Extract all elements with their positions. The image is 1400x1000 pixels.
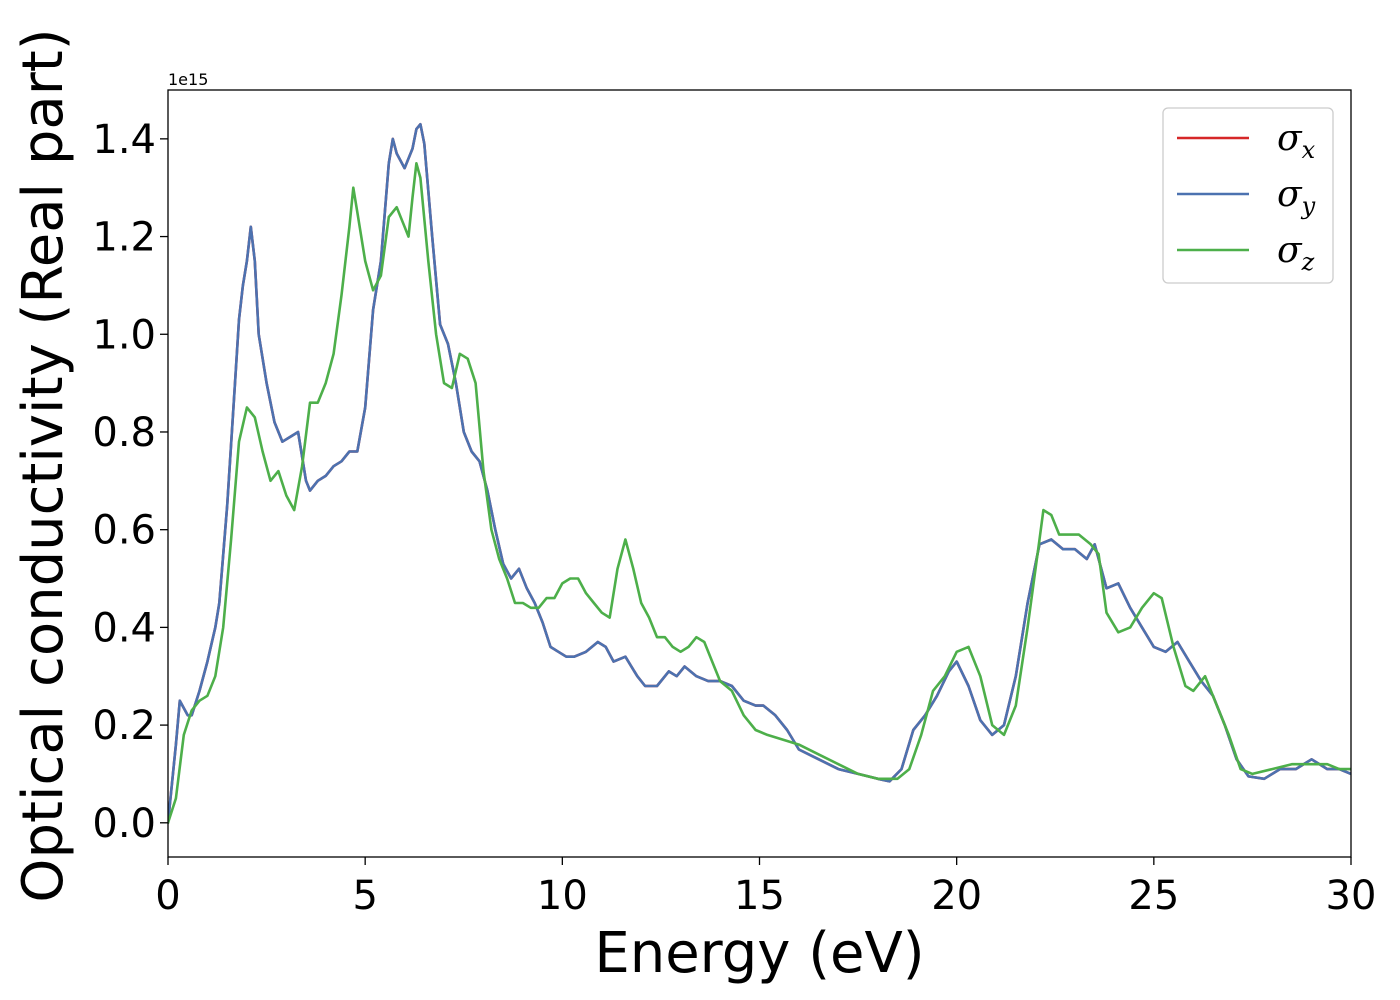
y-tick-label: 1.4 xyxy=(92,117,156,163)
x-tick-label: 20 xyxy=(931,873,982,919)
legend: σx σy σz xyxy=(1162,107,1334,284)
legend-label-z: σz xyxy=(1277,230,1315,276)
x-tick-label: 5 xyxy=(352,873,377,919)
x-tick-label: 25 xyxy=(1128,873,1179,919)
y-axis-title: Optical conductivity (Real part) xyxy=(11,28,76,902)
y-axis: 0.0 0.2 0.4 0.6 0.8 1.0 1.2 1.4 xyxy=(92,117,168,847)
y-tick-label: 0.8 xyxy=(92,410,156,456)
x-tick-label: 0 xyxy=(155,873,180,919)
y-tick-label: 0.2 xyxy=(92,703,156,749)
series-line-z xyxy=(168,162,1351,825)
x-axis-title: Energy (eV) xyxy=(594,921,924,986)
series-line-y xyxy=(168,122,1351,825)
x-tick-label: 10 xyxy=(537,873,588,919)
y-tick-label: 1.0 xyxy=(92,312,156,358)
x-tick-label: 15 xyxy=(734,873,785,919)
y-tick-label: 0.0 xyxy=(92,801,156,847)
x-tick-label: 30 xyxy=(1326,873,1377,919)
x-axis: 0 5 10 15 20 25 30 xyxy=(155,857,1376,919)
y-offset-text: 1e15 xyxy=(168,70,208,89)
y-tick-label: 1.2 xyxy=(92,215,156,261)
y-tick-label: 0.4 xyxy=(92,605,156,651)
legend-frame xyxy=(1162,107,1334,284)
legend-label-x: σx xyxy=(1277,118,1316,164)
legend-label-y: σy xyxy=(1277,174,1316,220)
plot-lines xyxy=(168,122,1351,825)
y-tick-label: 0.6 xyxy=(92,508,156,554)
